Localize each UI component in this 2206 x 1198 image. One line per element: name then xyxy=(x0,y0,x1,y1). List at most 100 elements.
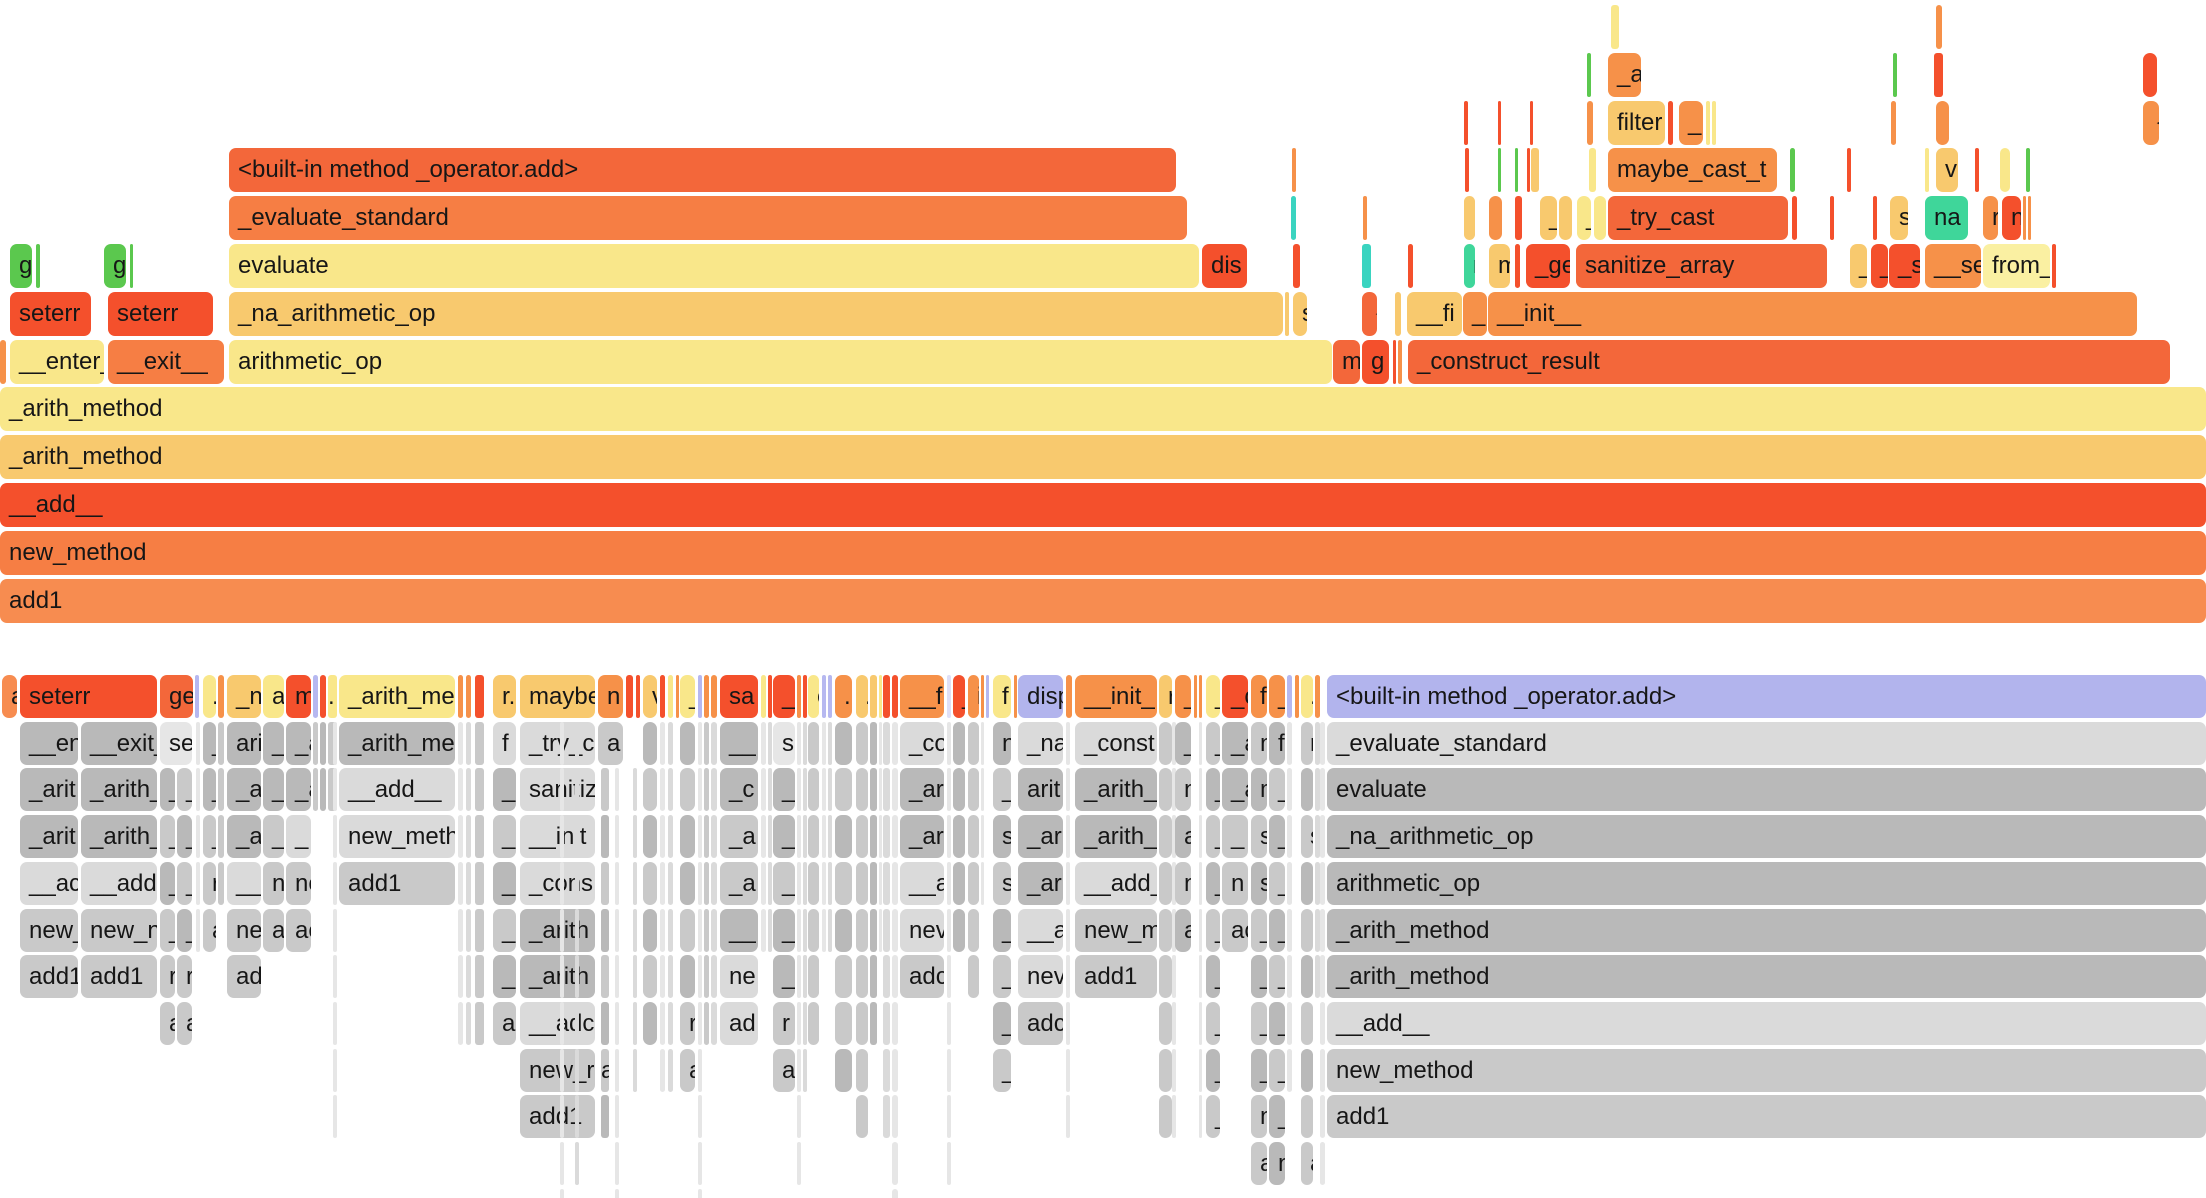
frame-bar[interactable]: new_method xyxy=(0,531,2206,575)
frame-cell[interactable] xyxy=(856,955,868,998)
frame-cell[interactable] xyxy=(879,862,882,905)
frame-cell[interactable] xyxy=(892,768,898,811)
frame-cell[interactable]: n xyxy=(1222,862,1248,905)
frame-cell[interactable]: m xyxy=(1251,768,1267,811)
frame-cell[interactable] xyxy=(892,909,898,952)
frame-cell[interactable] xyxy=(1287,862,1292,905)
frame-cell[interactable]: new_method xyxy=(1327,1049,2206,1092)
frame-cell[interactable] xyxy=(892,815,898,858)
frame-cell[interactable]: fi xyxy=(1269,722,1285,765)
frame-cell[interactable] xyxy=(883,1095,890,1138)
frame-cell[interactable] xyxy=(643,768,657,811)
frame-cell[interactable] xyxy=(947,768,951,811)
frame-cell[interactable] xyxy=(643,722,657,765)
frame-cell[interactable]: _arith_ xyxy=(1075,815,1157,858)
frame-bar[interactable]: g xyxy=(1362,340,1389,384)
frame-cell[interactable] xyxy=(870,768,877,811)
frame-cell[interactable] xyxy=(761,768,766,811)
frame-cell[interactable] xyxy=(1159,722,1172,765)
frame-cell[interactable]: _arith xyxy=(520,955,595,998)
frame-bar[interactable] xyxy=(660,675,665,718)
frame-cell[interactable] xyxy=(822,768,826,811)
frame-cell[interactable]: n xyxy=(1251,722,1267,765)
frame-cell[interactable] xyxy=(981,768,984,811)
frame-cell[interactable] xyxy=(575,909,579,952)
frame-bar[interactable]: n xyxy=(2002,196,2021,240)
frame-cell[interactable] xyxy=(680,722,695,765)
frame-bar[interactable]: _ xyxy=(1206,675,1220,718)
frame-cell[interactable] xyxy=(333,1095,337,1138)
frame-cell[interactable] xyxy=(1199,909,1202,952)
frame-cell[interactable] xyxy=(797,815,801,858)
frame-cell[interactable]: _ xyxy=(1222,815,1248,858)
frame-cell[interactable] xyxy=(892,1049,898,1092)
frame-cell[interactable]: a xyxy=(773,1049,795,1092)
frame-cell[interactable]: a xyxy=(601,1049,609,1092)
frame-cell[interactable] xyxy=(947,909,951,952)
frame-cell[interactable] xyxy=(768,909,772,952)
frame-bar[interactable] xyxy=(1464,196,1475,240)
frame-cell[interactable] xyxy=(879,722,882,765)
frame-cell[interactable] xyxy=(883,909,890,952)
frame-cell[interactable] xyxy=(575,722,579,765)
frame-cell[interactable]: _ xyxy=(1251,1002,1267,1045)
frame-cell[interactable] xyxy=(560,768,564,811)
frame-cell[interactable]: _a xyxy=(227,815,261,858)
frame-cell[interactable] xyxy=(892,955,898,998)
frame-cell[interactable]: _ xyxy=(1269,768,1285,811)
frame-cell[interactable]: n xyxy=(1269,1142,1285,1185)
frame-bar[interactable] xyxy=(1668,101,1673,145)
frame-bar[interactable]: _ xyxy=(953,675,965,718)
selected-frame-bar[interactable]: <built-in method _operator.add> xyxy=(1327,675,2206,718)
frame-bar[interactable] xyxy=(1295,675,1299,718)
frame-cell[interactable] xyxy=(313,768,318,811)
frame-cell[interactable] xyxy=(660,768,665,811)
frame-cell[interactable] xyxy=(856,768,868,811)
frame-cell[interactable]: _ xyxy=(1269,955,1285,998)
frame-cell[interactable] xyxy=(883,815,890,858)
frame-cell[interactable] xyxy=(808,955,819,998)
frame-cell[interactable] xyxy=(711,862,717,905)
frame-cell[interactable] xyxy=(615,815,619,858)
frame-cell[interactable] xyxy=(808,909,819,952)
frame-cell[interactable] xyxy=(835,768,852,811)
frame-cell[interactable]: _ xyxy=(1269,909,1285,952)
frame-cell[interactable] xyxy=(698,1049,702,1092)
frame-cell[interactable] xyxy=(333,862,337,905)
frame-cell[interactable] xyxy=(1066,768,1070,811)
frame-cell[interactable]: _a xyxy=(1222,722,1248,765)
frame-bar[interactable] xyxy=(1527,148,1530,192)
frame-cell[interactable] xyxy=(856,1049,868,1092)
frame-cell[interactable] xyxy=(333,1049,337,1092)
frame-cell[interactable]: __add xyxy=(81,862,157,905)
frame-cell[interactable]: ari xyxy=(227,722,261,765)
frame-cell[interactable] xyxy=(822,909,826,952)
frame-cell[interactable] xyxy=(1301,1002,1313,1045)
frame-cell[interactable] xyxy=(856,1095,868,1138)
frame-cell[interactable] xyxy=(615,1095,619,1138)
frame-cell[interactable]: _arith_ xyxy=(81,815,157,858)
frame-cell[interactable]: _c xyxy=(720,768,758,811)
frame-bar[interactable] xyxy=(1464,101,1468,145)
frame-cell[interactable]: _evaluate_standard xyxy=(1327,722,2206,765)
frame-cell[interactable]: r xyxy=(1301,722,1313,765)
frame-bar[interactable] xyxy=(1395,292,1401,336)
frame-cell[interactable] xyxy=(803,722,807,765)
frame-bar[interactable]: _arith_method xyxy=(0,435,2206,479)
frame-cell[interactable]: __ xyxy=(720,909,758,952)
frame-bar[interactable] xyxy=(458,675,463,718)
frame-cell[interactable] xyxy=(328,768,337,811)
frame-bar[interactable]: r xyxy=(1159,675,1172,718)
frame-cell[interactable] xyxy=(803,815,807,858)
frame-cell[interactable] xyxy=(947,1095,951,1138)
frame-cell[interactable]: add1 xyxy=(1075,955,1157,998)
frame-cell[interactable] xyxy=(1320,955,1325,998)
frame-cell[interactable] xyxy=(333,1002,337,1045)
frame-cell[interactable]: _ xyxy=(1206,1049,1220,1092)
frame-cell[interactable] xyxy=(808,1002,819,1045)
frame-cell[interactable] xyxy=(560,1002,564,1045)
frame-cell[interactable]: r xyxy=(773,1002,795,1045)
frame-cell[interactable] xyxy=(668,768,673,811)
frame-bar[interactable] xyxy=(1847,148,1851,192)
frame-cell[interactable]: _ xyxy=(203,722,216,765)
